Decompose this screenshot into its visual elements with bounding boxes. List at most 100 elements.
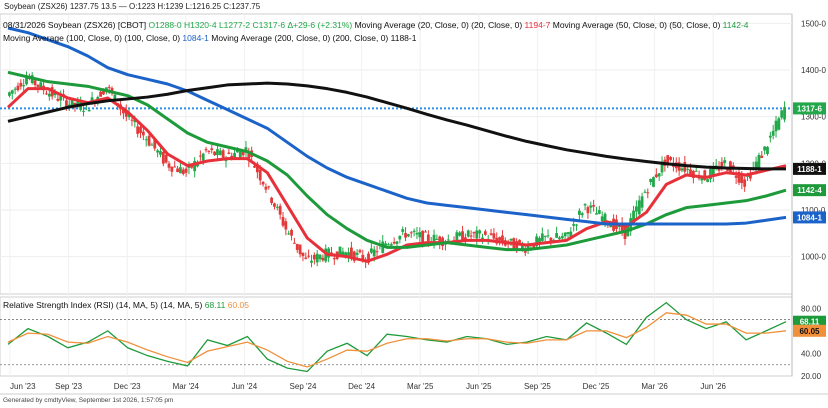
- candle-body: [637, 200, 641, 215]
- candle-body: [227, 152, 231, 154]
- candle-body: [47, 93, 51, 97]
- candle-body: [102, 90, 105, 95]
- candle-body: [350, 247, 353, 257]
- candle-body: [572, 224, 576, 226]
- candle-body: [67, 104, 71, 107]
- candle-body: [290, 229, 293, 236]
- candle-body: [184, 168, 188, 173]
- candle-body: [540, 233, 544, 241]
- candle-body: [563, 232, 567, 237]
- rsi-legend-item: 60.05: [225, 300, 250, 310]
- legend-line1-item: Moving Average (20, Close, 0) (20, Close…: [352, 20, 523, 30]
- time-axis-label: Jun '25: [466, 382, 492, 391]
- candle-body: [466, 230, 470, 237]
- time-axis-label: Sep '24: [290, 382, 317, 391]
- candle-body: [310, 260, 313, 263]
- candle-body: [509, 238, 513, 241]
- candle-body: [426, 234, 430, 242]
- candle-body: [768, 135, 772, 138]
- ma-200-line: [7, 81, 787, 171]
- candle-body: [654, 174, 658, 178]
- candle-body: [104, 87, 108, 90]
- time-axis-label: Mar '24: [173, 382, 200, 391]
- candle-body: [301, 252, 305, 257]
- candle-body: [766, 146, 769, 155]
- candle-body: [312, 254, 316, 260]
- candle-body: [734, 175, 738, 178]
- legend-line2-item: Moving Average (100, Close, 0) (100, Clo…: [3, 33, 181, 43]
- candle-body: [686, 168, 690, 170]
- candle-body: [760, 155, 764, 158]
- candle-body: [384, 243, 388, 246]
- candle-body: [275, 206, 279, 208]
- footer-text: Generated by cmdtyView, September 1st 20…: [3, 397, 174, 404]
- candle-body: [694, 170, 698, 172]
- rsi-badge-label: 60.05: [799, 327, 820, 336]
- candle-body: [560, 236, 564, 239]
- price-badge: [793, 184, 826, 197]
- rsi-legend: Relative Strength Index (RSI) (14, MA, 5…: [3, 300, 249, 310]
- candle-body: [475, 230, 479, 239]
- candle-body: [65, 100, 68, 109]
- candle-body: [586, 207, 590, 214]
- candle-body: [603, 213, 607, 222]
- candle-body: [332, 258, 336, 260]
- candle-body: [207, 150, 211, 152]
- legend-line1-item: 1142-4: [720, 20, 749, 30]
- candle-body: [566, 232, 570, 234]
- candle-body: [723, 160, 727, 163]
- candle-body: [646, 192, 650, 194]
- candle-body: [746, 175, 749, 177]
- candle-body: [244, 147, 248, 152]
- candle-body: [632, 210, 635, 224]
- candle-body: [740, 175, 744, 184]
- candle-body: [757, 154, 761, 169]
- candle-body: [589, 205, 593, 208]
- ma-20-line: [6, 87, 787, 263]
- candle-body: [304, 257, 308, 259]
- candle-body: [258, 169, 262, 181]
- candle-body: [321, 257, 325, 261]
- candle-body: [404, 233, 407, 238]
- candle-body: [700, 177, 704, 181]
- time-axis-label: Sep '23: [55, 382, 82, 391]
- rsi-legend-item: 68.11: [202, 300, 226, 310]
- time-axis-label: Jun '26: [700, 382, 726, 391]
- candle-body: [720, 161, 724, 168]
- candle-body: [36, 84, 40, 87]
- candle-body: [372, 249, 376, 257]
- candle-body: [318, 254, 322, 260]
- candle-body: [518, 239, 521, 243]
- candle-body: [355, 252, 359, 255]
- candle-body: [213, 151, 217, 156]
- candle-body: [170, 166, 174, 172]
- candle-body: [361, 254, 365, 261]
- legend-line1-item: L1277-2: [216, 20, 251, 30]
- candle-body: [281, 217, 285, 226]
- candle-body: [461, 231, 464, 242]
- candle-body: [13, 88, 17, 90]
- ma-50-line: [7, 70, 787, 252]
- candle-body: [583, 204, 587, 206]
- rsi-badge-label: 68.11: [800, 318, 820, 327]
- candle-body: [113, 94, 117, 101]
- candle-body: [164, 154, 168, 163]
- candle-body: [623, 227, 627, 240]
- candle-body: [198, 155, 202, 157]
- time-axis-label: Dec '24: [348, 382, 375, 391]
- candle-body: [136, 126, 140, 134]
- candle-body: [127, 113, 131, 118]
- candle-body: [261, 181, 265, 185]
- candle-body: [45, 93, 48, 95]
- candle-body: [173, 166, 177, 168]
- rsi-legend-item: Relative Strength Index (RSI) (14, MA, 5…: [3, 300, 203, 310]
- candle-body: [538, 237, 541, 243]
- candle-body: [241, 149, 245, 156]
- candle-body: [39, 82, 43, 89]
- candle-body: [620, 223, 624, 233]
- candle-body: [284, 221, 288, 230]
- candle-body: [267, 186, 271, 188]
